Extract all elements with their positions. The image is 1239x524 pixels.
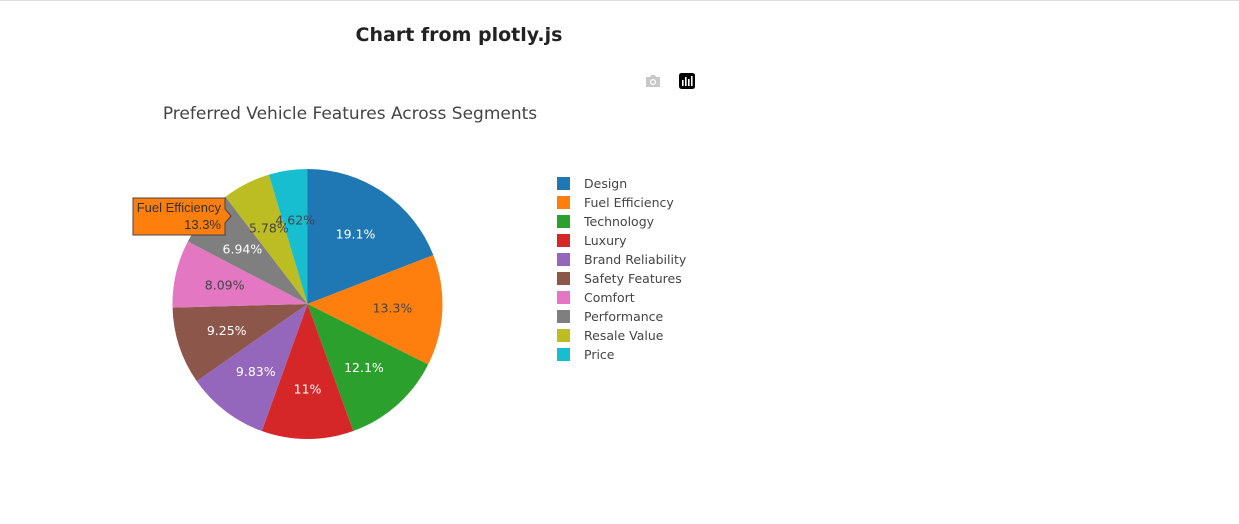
modebar (644, 72, 696, 90)
pie-slice-luxury[interactable] (261, 304, 354, 440)
hover-tooltip: Fuel Efficiency 13.3% (132, 197, 232, 236)
legend-item-resale-value[interactable]: Resale Value (557, 328, 664, 343)
legend-item-price[interactable]: Price (557, 347, 615, 362)
legend-item-comfort[interactable]: Comfort (557, 290, 635, 305)
pie-slice-brand-reliability[interactable] (196, 304, 308, 432)
page-heading: Chart from plotly.js (355, 24, 563, 46)
pie-slice-resale-value[interactable] (225, 174, 308, 304)
slice-label-price: 4.62% (275, 212, 315, 227)
slice-label-comfort: 8.09% (205, 277, 245, 292)
slice-label-technology: 12.1% (344, 360, 384, 375)
camera-icon[interactable] (644, 72, 662, 90)
legend-label-performance: Performance (584, 309, 664, 324)
legend-swatch-technology (557, 215, 570, 228)
pie-slice-design[interactable] (307, 169, 434, 304)
legend-swatch-comfort (557, 291, 570, 304)
pie-slice-labels: 19.1% 13.3% 12.1% 11% 9.83% 9.25% 8.09% 6.94% 5.… (205, 212, 413, 396)
slice-label-luxury: 11% (294, 382, 322, 397)
top-divider (0, 0, 1239, 1)
slice-label-fuel-efficiency: 13.3% (373, 300, 413, 315)
legend-swatch-resale-value (557, 329, 570, 342)
legend-swatch-safety-features (557, 272, 570, 285)
legend-label-comfort: Comfort (584, 290, 635, 305)
pie-slice-price[interactable] (268, 169, 308, 304)
legend-label-luxury: Luxury (584, 233, 627, 248)
slice-label-design: 19.1% (336, 226, 376, 241)
legend-label-brand-reliability: Brand Reliability (584, 252, 687, 267)
legend-swatch-luxury (557, 234, 570, 247)
slice-label-safety-features: 9.25% (207, 323, 247, 338)
pie-slice-safety-features[interactable] (172, 304, 308, 382)
pie-slice-fuel-efficiency[interactable] (307, 255, 443, 365)
legend-swatch-performance (557, 310, 570, 323)
legend-label-design: Design (584, 176, 627, 191)
legend-label-price: Price (584, 347, 615, 362)
legend-label-safety-features: Safety Features (584, 271, 682, 286)
hover-box (132, 197, 232, 236)
legend-label-technology: Technology (583, 214, 655, 229)
hover-label: Fuel Efficiency (137, 200, 222, 215)
legend-item-design[interactable]: Design (557, 176, 627, 191)
chart-title: Preferred Vehicle Features Across Segmen… (163, 104, 537, 124)
legend-label-resale-value: Resale Value (584, 328, 664, 343)
legend-swatch-price (557, 348, 570, 361)
slice-label-performance: 6.94% (223, 242, 263, 257)
legend-swatch-design (557, 177, 570, 190)
hover-value: 13.3% (184, 217, 221, 232)
legend-item-safety-features[interactable]: Safety Features (557, 271, 682, 286)
legend-label-fuel-efficiency: Fuel Efficiency (584, 195, 674, 210)
legend-item-technology[interactable]: Technology (557, 214, 655, 229)
pie-slice-technology[interactable] (307, 304, 429, 432)
slice-label-resale-value: 5.78% (249, 221, 289, 236)
legend-swatch-fuel-efficiency (557, 196, 570, 209)
legend-item-fuel-efficiency[interactable]: Fuel Efficiency (557, 195, 674, 210)
slice-label-brand-reliability: 9.83% (236, 364, 276, 379)
legend-swatch-brand-reliability (557, 253, 570, 266)
legend: Design Fuel Efficiency Technology Luxury Bra… (557, 176, 687, 362)
pie-slice-comfort[interactable] (172, 241, 308, 308)
plotly-logo-icon[interactable] (678, 72, 696, 90)
legend-item-brand-reliability[interactable]: Brand Reliability (557, 252, 687, 267)
legend-item-performance[interactable]: Performance (557, 309, 664, 324)
legend-item-luxury[interactable]: Luxury (557, 233, 627, 248)
